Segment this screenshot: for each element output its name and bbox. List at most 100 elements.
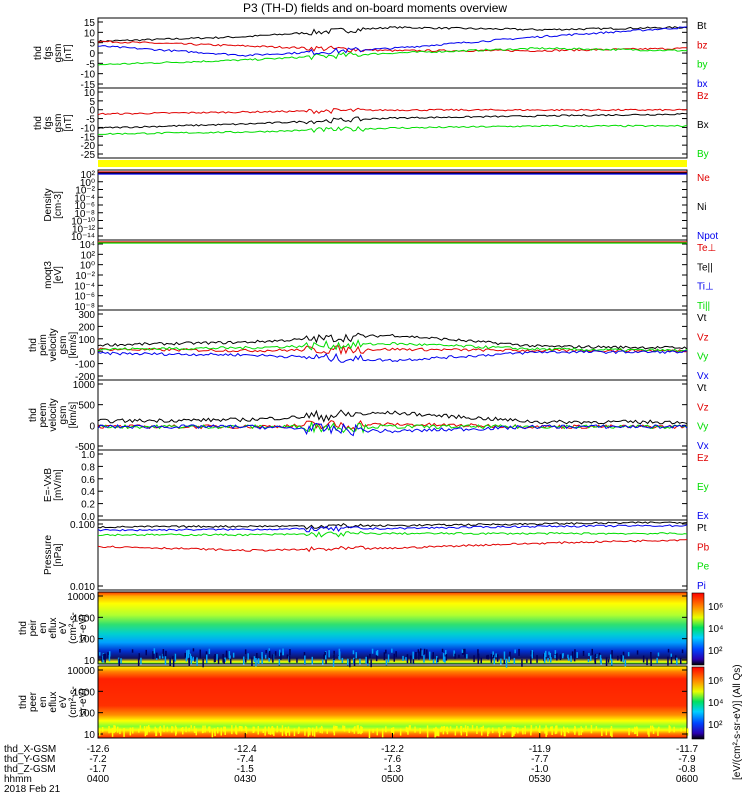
status-bar: [98, 160, 687, 167]
trace-group: [97, 26, 689, 738]
spectrogram-pixel: [336, 726, 338, 730]
y-tick-label: 10⁻¹²: [72, 224, 96, 235]
spectrogram-pixel: [407, 727, 409, 735]
y-axis-label: peir: [28, 619, 39, 636]
spectrogram-pixel: [180, 727, 183, 732]
panel-peer-spec: 10000 1000 100 10 thd peer en eflux eV (cm²-s-sr-…: [18, 665, 688, 741]
spectrogram-pixel: [432, 655, 434, 660]
y-axis-label: [km/s]: [68, 331, 79, 358]
x-tick-label: -1.0: [531, 764, 549, 775]
spectrogram-pixel: [509, 651, 511, 660]
y-tick-label: 100: [78, 635, 95, 646]
spectrogram-pixel: [539, 725, 541, 735]
y-tick-label: -5: [86, 59, 95, 70]
spectrogram-pixel: [192, 648, 195, 652]
spectrogram-pixel: [393, 653, 395, 662]
spectrogram-pixel: [287, 726, 290, 733]
legend-item: Ti||: [697, 301, 710, 312]
spectrogram-pixel: [353, 657, 355, 664]
y-tick-label: -500: [75, 442, 95, 453]
series-line: [97, 339, 688, 353]
spectrogram-pixel: [513, 657, 516, 664]
spectrogram-pixel: [471, 725, 474, 731]
spectrogram-pixel: [548, 651, 550, 655]
spectrogram-pixel: [642, 655, 645, 663]
spectrogram-pixel: [610, 654, 612, 661]
spectrogram-pixel: [101, 727, 104, 732]
legend-item: bz: [697, 40, 708, 51]
y-tick-label: 5: [89, 97, 95, 108]
spectrogram-pixel: [165, 650, 167, 660]
spectrogram-pixel: [309, 728, 311, 736]
spectrogram-pixel: [131, 649, 134, 653]
x-tick-label: -1.7: [89, 764, 107, 775]
spectrogram-pixel: [605, 728, 608, 736]
spectrogram-pixel: [304, 728, 306, 736]
legend-item: Pb: [697, 542, 710, 553]
spectrogram-pixel: [657, 652, 660, 657]
spectrogram-pixel: [188, 657, 190, 667]
y-tick-label: -15: [81, 80, 96, 91]
spectrogram-pixel: [595, 726, 598, 730]
spectrogram-pixel: [159, 655, 161, 659]
series-line: [97, 124, 688, 135]
spectrogram-pixel: [466, 654, 468, 659]
spectrogram-pixel: [278, 659, 281, 666]
spectrogram-pixel: [148, 725, 150, 731]
spectrogram-pixel: [412, 651, 414, 659]
x-axis-row-label: thd_X-GSM: [4, 744, 56, 755]
y-tick-label: 500: [78, 401, 95, 412]
spectrogram-pixel: [530, 650, 532, 655]
spectrogram-pixel: [477, 653, 480, 661]
series-line: [97, 112, 688, 129]
x-tick-label: 0500: [381, 774, 404, 785]
x-axis-row-label: thd_Z-GSM: [4, 764, 56, 775]
spectrogram-pixel: [458, 654, 460, 658]
spectrogram-pixel: [412, 659, 415, 664]
spectrogram-pixel: [154, 729, 156, 733]
spectrogram-pixel: [338, 648, 341, 656]
y-axis-label: gsm: [58, 406, 69, 425]
spectrogram-pixel: [217, 727, 219, 734]
spectrogram-pixel: [137, 658, 140, 667]
spectrogram-pixel: [531, 650, 533, 659]
spectrogram-pixel: [224, 726, 226, 735]
spectrogram-pixel: [445, 650, 447, 656]
legend-item: Vz: [697, 402, 709, 413]
spectrogram-pixel: [276, 725, 279, 730]
spectrogram-pixel: [385, 659, 388, 666]
spectrogram-pixel: [332, 726, 335, 733]
spectrogram-pixel: [482, 725, 484, 732]
spectrogram-pixel: [444, 656, 446, 663]
y-axis-label: peer: [28, 691, 39, 712]
spectrogram-pixel: [152, 651, 154, 660]
spectrogram-pixel: [545, 725, 547, 732]
x-axis-row-label: thd_Y-GSM: [4, 754, 55, 765]
spectrogram-pixel: [241, 726, 243, 732]
spectrogram-pixel: [99, 652, 101, 656]
y-tick-label: 0.010: [70, 582, 95, 593]
y-tick-label: 10000: [67, 666, 95, 677]
spectrogram-pixel: [235, 727, 238, 735]
spectrogram-pixel: [334, 725, 337, 731]
spectrogram-pixel: [670, 656, 673, 664]
spectrogram-pixel: [323, 654, 325, 660]
spectrogram-pixel: [574, 725, 576, 735]
spectrogram-pixel: [578, 728, 580, 736]
legend-item: Vx: [697, 371, 709, 382]
spectrogram-pixel: [434, 728, 436, 738]
spectrogram-pixel: [426, 729, 429, 738]
spectrogram-pixel: [622, 654, 624, 663]
spectrogram-pixel: [651, 725, 654, 730]
spectrogram-pixel: [582, 650, 585, 657]
y-axis-label: eflux: [48, 617, 59, 638]
y-tick-label: 10⁻⁸: [74, 302, 95, 313]
spectrogram-pixel: [108, 655, 111, 662]
spectrogram-pixel: [447, 727, 449, 732]
spectrogram-pixel: [421, 650, 423, 656]
spectrogram-pixel: [228, 651, 231, 659]
spectrogram-pixel: [576, 652, 578, 659]
spectrogram-pixel: [214, 729, 216, 737]
